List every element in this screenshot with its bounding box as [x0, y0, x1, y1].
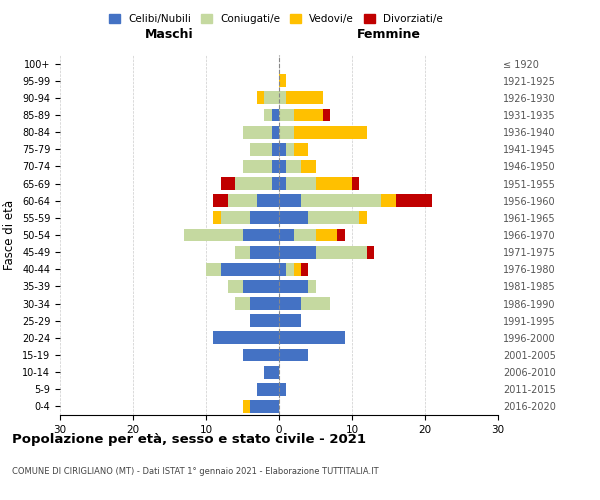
Bar [396, 194, 432, 207]
Text: COMUNE DI CIRIGLIANO (MT) - Dati ISTAT 1° gennaio 2021 - Elaborazione TUTTITALIA: COMUNE DI CIRIGLIANO (MT) - Dati ISTAT 1… [12, 468, 379, 476]
Bar [242, 400, 250, 413]
Bar [279, 126, 293, 138]
Bar [279, 348, 308, 362]
Bar [337, 228, 344, 241]
Bar [293, 108, 323, 122]
Bar [250, 143, 272, 156]
Bar [228, 280, 242, 293]
Bar [359, 212, 367, 224]
Bar [184, 228, 242, 241]
Bar [235, 297, 250, 310]
Bar [272, 177, 279, 190]
Bar [286, 143, 293, 156]
Y-axis label: Fasce di età: Fasce di età [4, 200, 16, 270]
Bar [293, 126, 367, 138]
Bar [235, 177, 272, 190]
Bar [279, 160, 286, 173]
Bar [301, 160, 316, 173]
Bar [242, 228, 279, 241]
Bar [272, 108, 279, 122]
Bar [316, 177, 352, 190]
Bar [235, 246, 250, 258]
Bar [242, 160, 272, 173]
Bar [272, 160, 279, 173]
Bar [250, 212, 279, 224]
Bar [316, 228, 337, 241]
Bar [242, 348, 279, 362]
Bar [293, 228, 316, 241]
Bar [308, 212, 359, 224]
Bar [279, 332, 344, 344]
Bar [279, 263, 286, 276]
Bar [279, 74, 286, 87]
Legend: Celibi/Nubili, Coniugati/e, Vedovi/e, Divorziati/e: Celibi/Nubili, Coniugati/e, Vedovi/e, Di… [105, 10, 447, 29]
Bar [257, 194, 279, 207]
Bar [214, 194, 228, 207]
Bar [279, 143, 286, 156]
Bar [250, 400, 279, 413]
Bar [214, 212, 221, 224]
Bar [250, 246, 279, 258]
Bar [257, 92, 265, 104]
Text: Maschi: Maschi [145, 28, 194, 42]
Bar [286, 177, 316, 190]
Bar [293, 263, 301, 276]
Bar [286, 92, 323, 104]
Bar [279, 297, 301, 310]
Text: Popolazione per età, sesso e stato civile - 2021: Popolazione per età, sesso e stato civil… [12, 432, 366, 446]
Bar [279, 92, 286, 104]
Bar [242, 280, 279, 293]
Bar [279, 280, 308, 293]
Bar [293, 143, 308, 156]
Bar [242, 126, 272, 138]
Bar [323, 108, 330, 122]
Bar [221, 263, 279, 276]
Bar [279, 228, 293, 241]
Bar [286, 160, 301, 173]
Bar [279, 212, 308, 224]
Text: Femmine: Femmine [356, 28, 421, 42]
Bar [272, 126, 279, 138]
Bar [279, 108, 293, 122]
Bar [279, 314, 301, 327]
Bar [279, 246, 316, 258]
Bar [265, 366, 279, 378]
Bar [286, 263, 293, 276]
Bar [250, 314, 279, 327]
Bar [206, 263, 221, 276]
Bar [221, 177, 235, 190]
Bar [279, 194, 301, 207]
Bar [265, 92, 279, 104]
Bar [221, 212, 250, 224]
Bar [367, 246, 374, 258]
Bar [250, 297, 279, 310]
Bar [279, 177, 286, 190]
Bar [301, 263, 308, 276]
Bar [381, 194, 396, 207]
Bar [279, 383, 286, 396]
Bar [272, 143, 279, 156]
Bar [308, 280, 316, 293]
Bar [316, 246, 367, 258]
Bar [301, 194, 381, 207]
Bar [352, 177, 359, 190]
Bar [301, 297, 330, 310]
Bar [257, 383, 279, 396]
Bar [265, 108, 272, 122]
Bar [228, 194, 257, 207]
Bar [214, 332, 279, 344]
